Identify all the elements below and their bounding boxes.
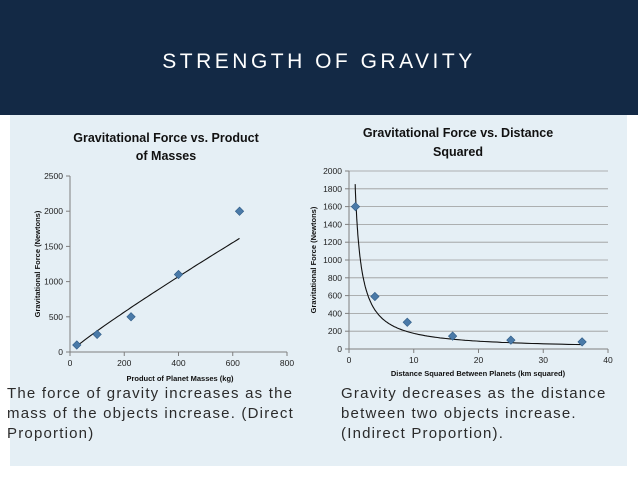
trendline <box>76 237 240 347</box>
y-axis-label: Gravitational Force (Newtons) <box>309 206 318 313</box>
x-tick-label: 0 <box>68 358 73 368</box>
y-tick-label: 800 <box>328 273 342 283</box>
slide-title: STRENGTH OF GRAVITY <box>162 50 476 73</box>
data-point <box>72 340 82 350</box>
x-axis-label: Product of Planet Masses (kg) <box>126 374 234 383</box>
data-point <box>506 335 516 345</box>
y-tick-label: 500 <box>49 312 63 322</box>
data-point <box>402 317 412 327</box>
y-tick-label: 2500 <box>44 171 63 181</box>
x-tick-label: 600 <box>226 358 240 368</box>
y-tick-label: 1000 <box>323 255 342 265</box>
x-tick-label: 30 <box>539 355 549 365</box>
y-tick-label: 1800 <box>323 184 342 194</box>
data-point <box>234 206 245 216</box>
chart-title-line: of Masses <box>136 149 196 163</box>
chart-title-line: Gravitational Force vs. Product <box>73 131 259 145</box>
x-tick-label: 0 <box>347 355 352 365</box>
data-point <box>92 329 102 340</box>
y-tick-label: 600 <box>328 291 342 301</box>
x-axis-label: Distance Squared Between Planets (km squ… <box>391 369 566 378</box>
x-tick-label: 10 <box>409 355 419 365</box>
y-tick-label: 0 <box>58 347 63 357</box>
data-point <box>126 312 136 322</box>
data-point <box>447 331 458 341</box>
y-tick-label: 1400 <box>323 219 342 229</box>
y-axis-label: Gravitational Force (Newtons) <box>33 210 42 317</box>
trendline <box>354 184 583 346</box>
x-tick-label: 400 <box>171 358 185 368</box>
data-point <box>173 269 184 280</box>
chart-title-line: Gravitational Force vs. Distance <box>363 126 553 140</box>
y-tick-label: 2000 <box>323 166 342 176</box>
data-point <box>577 337 587 347</box>
slide-header: STRENGTH OF GRAVITY <box>0 0 638 115</box>
y-tick-label: 1200 <box>323 237 342 247</box>
y-tick-label: 200 <box>328 326 342 336</box>
x-tick-label: 200 <box>117 358 131 368</box>
x-tick-label: 800 <box>280 358 294 368</box>
x-tick-label: 40 <box>603 355 613 365</box>
data-point <box>370 291 380 302</box>
y-tick-label: 0 <box>337 344 342 354</box>
y-tick-label: 1600 <box>323 202 342 212</box>
data-point <box>350 201 361 212</box>
y-tick-label: 1000 <box>44 277 63 287</box>
caption-indirect-proportion: Gravity decreases as the distance betwee… <box>341 385 607 442</box>
y-tick-label: 400 <box>328 308 342 318</box>
x-tick-label: 20 <box>474 355 484 365</box>
slide-content-panel <box>10 115 627 466</box>
chart-title-line: Squared <box>433 145 483 159</box>
caption-direct-proportion: The force of gravity increases as the ma… <box>7 385 294 442</box>
y-tick-label: 2000 <box>44 206 63 216</box>
y-tick-label: 1500 <box>44 241 63 251</box>
